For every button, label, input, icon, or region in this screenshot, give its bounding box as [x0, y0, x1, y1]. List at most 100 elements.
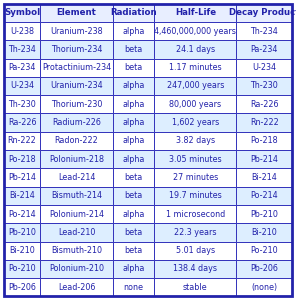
- Text: Pb-210: Pb-210: [8, 228, 36, 237]
- Text: alpha: alpha: [122, 81, 145, 90]
- Bar: [4, 223, 41, 242]
- Text: 80,000 years: 80,000 years: [169, 100, 221, 109]
- Bar: [41, 40, 113, 58]
- Text: 138.4 days: 138.4 days: [173, 265, 217, 274]
- Bar: [155, 77, 236, 95]
- Text: beta: beta: [124, 246, 143, 255]
- Bar: [4, 4, 41, 22]
- Bar: [155, 223, 236, 242]
- Text: Ra-226: Ra-226: [8, 118, 36, 127]
- Text: Lead-210: Lead-210: [58, 228, 95, 237]
- Bar: [236, 168, 292, 187]
- Text: alpha: alpha: [122, 154, 145, 164]
- Text: Po-214: Po-214: [250, 191, 278, 200]
- Text: 19.7 minutes: 19.7 minutes: [169, 191, 222, 200]
- Bar: [4, 40, 41, 58]
- Text: 1,602 years: 1,602 years: [172, 118, 219, 127]
- Bar: [236, 4, 292, 22]
- Bar: [155, 113, 236, 132]
- Text: alpha: alpha: [122, 209, 145, 218]
- Bar: [236, 187, 292, 205]
- Text: Po-214: Po-214: [8, 209, 36, 218]
- Text: (none): (none): [251, 283, 277, 292]
- Bar: [113, 95, 155, 113]
- Text: stable: stable: [183, 283, 208, 292]
- Bar: [41, 187, 113, 205]
- Text: Th-234: Th-234: [250, 27, 278, 35]
- Text: Th-230: Th-230: [8, 100, 36, 109]
- Bar: [113, 168, 155, 187]
- Bar: [4, 187, 41, 205]
- Text: Radiation: Radiation: [110, 8, 157, 17]
- Bar: [4, 168, 41, 187]
- Text: 4,460,000,000 years: 4,460,000,000 years: [155, 27, 236, 35]
- Bar: [236, 260, 292, 278]
- Text: Symbol: Symbol: [4, 8, 40, 17]
- Text: Half-Life: Half-Life: [175, 8, 216, 17]
- Text: 247,000 years: 247,000 years: [167, 81, 224, 90]
- Text: Po-218: Po-218: [8, 154, 36, 164]
- Bar: [113, 40, 155, 58]
- Text: Po-210: Po-210: [8, 265, 36, 274]
- Text: 24.1 days: 24.1 days: [176, 45, 215, 54]
- Bar: [41, 22, 113, 40]
- Bar: [236, 205, 292, 223]
- Text: 5.01 days: 5.01 days: [176, 246, 215, 255]
- Text: alpha: alpha: [122, 27, 145, 35]
- Bar: [41, 77, 113, 95]
- Text: beta: beta: [124, 173, 143, 182]
- Text: Pb-210: Pb-210: [250, 209, 278, 218]
- Bar: [113, 205, 155, 223]
- Bar: [113, 58, 155, 77]
- Text: Uranium-234: Uranium-234: [50, 81, 103, 90]
- Bar: [236, 22, 292, 40]
- Bar: [41, 150, 113, 168]
- Bar: [155, 40, 236, 58]
- Bar: [41, 205, 113, 223]
- Bar: [155, 187, 236, 205]
- Text: beta: beta: [124, 45, 143, 54]
- Text: 1 microsecond: 1 microsecond: [166, 209, 225, 218]
- Text: beta: beta: [124, 191, 143, 200]
- Bar: [155, 58, 236, 77]
- Bar: [41, 168, 113, 187]
- Bar: [41, 223, 113, 242]
- Bar: [4, 205, 41, 223]
- Text: alpha: alpha: [122, 100, 145, 109]
- Bar: [236, 58, 292, 77]
- Text: Pb-206: Pb-206: [250, 265, 278, 274]
- Bar: [155, 132, 236, 150]
- Bar: [4, 58, 41, 77]
- Bar: [41, 113, 113, 132]
- Text: Radon-222: Radon-222: [55, 136, 99, 146]
- Bar: [41, 95, 113, 113]
- Bar: [113, 223, 155, 242]
- Bar: [113, 242, 155, 260]
- Text: alpha: alpha: [122, 136, 145, 146]
- Text: Thorium-230: Thorium-230: [51, 100, 102, 109]
- Bar: [155, 205, 236, 223]
- Text: Thorium-234: Thorium-234: [51, 45, 102, 54]
- Bar: [113, 278, 155, 296]
- Bar: [113, 187, 155, 205]
- Bar: [41, 278, 113, 296]
- Bar: [236, 242, 292, 260]
- Text: Lead-214: Lead-214: [58, 173, 95, 182]
- Bar: [236, 132, 292, 150]
- Bar: [41, 4, 113, 22]
- Text: Pb-214: Pb-214: [8, 173, 36, 182]
- Bar: [236, 40, 292, 58]
- Bar: [4, 22, 41, 40]
- Bar: [113, 132, 155, 150]
- Bar: [4, 132, 41, 150]
- Text: beta: beta: [124, 228, 143, 237]
- Text: none: none: [123, 283, 144, 292]
- Bar: [155, 168, 236, 187]
- Bar: [155, 260, 236, 278]
- Text: Ra-226: Ra-226: [250, 100, 279, 109]
- Text: U-234: U-234: [10, 81, 34, 90]
- Bar: [4, 95, 41, 113]
- Bar: [41, 242, 113, 260]
- Text: Pb-214: Pb-214: [250, 154, 278, 164]
- Bar: [236, 278, 292, 296]
